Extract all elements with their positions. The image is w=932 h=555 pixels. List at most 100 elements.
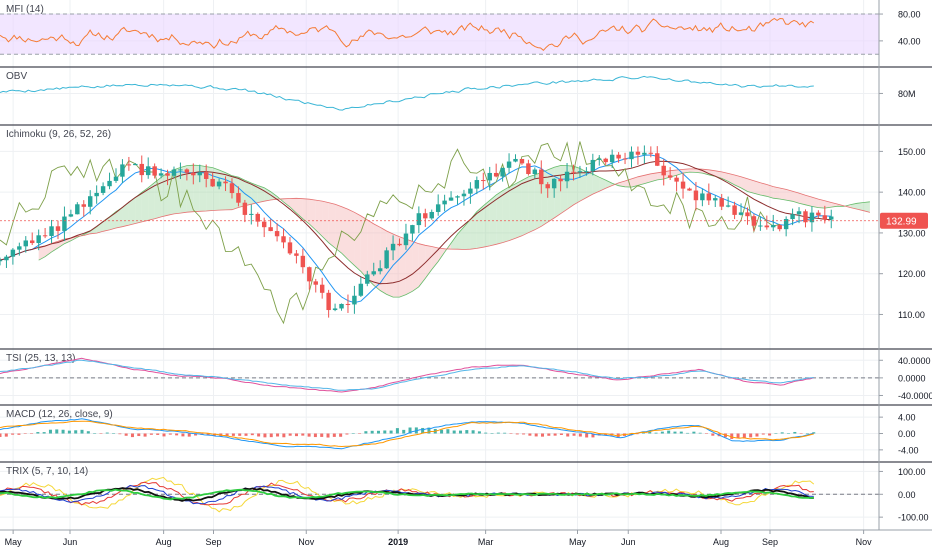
macd-histogram-bar-121 — [761, 433, 765, 435]
x-tick-label-2: Aug — [156, 537, 172, 547]
mfi-panel: 80.00 40.00 MFI (14) — [0, 4, 932, 68]
ichimoku-tick-label-3: 120.00 — [898, 269, 926, 279]
macd-histogram-bar-71 — [446, 429, 450, 434]
candle-body-16 — [100, 186, 106, 193]
candle-body-82 — [526, 163, 531, 175]
ichimoku-chikou — [0, 141, 780, 325]
macd-histogram-bar-56 — [351, 433, 355, 434]
macd-histogram-bar-102 — [641, 432, 645, 434]
candle-body-36 — [229, 183, 235, 194]
candle-body-113 — [725, 205, 731, 207]
macd-title: MACD (12, 26, close, 9) — [6, 409, 113, 420]
ichimoku-cloud-segment-20 — [167, 169, 174, 216]
ichimoku-cloud-segment-24 — [193, 165, 200, 212]
candle-body-28 — [178, 169, 183, 171]
tsi-tick-label-1: 0.0000 — [898, 373, 926, 383]
ichimoku-cloud-segment-127 — [857, 202, 864, 211]
macd-histogram-bar-54 — [339, 433, 343, 437]
candle-body-55 — [352, 295, 357, 305]
macd-histogram-bar-106 — [667, 430, 671, 434]
candle-body-121 — [777, 225, 782, 230]
x-axis: May Jun Aug Sep Nov 2019 Mar May Jun Aug Sep Nov — [0, 529, 932, 547]
ichimoku-cloud-segment-51 — [367, 219, 374, 286]
candle-body-102 — [655, 153, 660, 166]
ichimoku-cloud-segment-18 — [154, 177, 162, 219]
macd-histogram-bar-28 — [175, 433, 179, 436]
macd-histogram-bar-60 — [376, 430, 380, 434]
ichimoku-cloud-segment-40 — [296, 198, 303, 219]
candle-body-106 — [680, 181, 686, 189]
ichimoku-cloud-segment-101 — [689, 168, 696, 173]
candle-body-54 — [345, 303, 351, 305]
macd-histogram-bar-108 — [679, 431, 683, 434]
last-price-badge — [880, 212, 928, 229]
trix-title: TRIX (5, 7, 10, 14) — [6, 466, 88, 477]
candle-body-96 — [616, 154, 621, 159]
ichimoku-cloud-segment-80 — [554, 165, 561, 218]
macd-histogram-bar-118 — [742, 433, 746, 439]
ichimoku-cloud-segment-88 — [605, 180, 613, 189]
macd-histogram-bar-109 — [686, 432, 690, 434]
candle-body-23 — [145, 166, 151, 176]
candle-body-93 — [597, 158, 602, 160]
trix-series-2 — [0, 484, 814, 505]
x-tick-label-1: Jun — [63, 537, 78, 547]
macd-histogram-bar-39 — [244, 433, 248, 436]
ichimoku-cloud-segment-113 — [766, 184, 774, 199]
macd-histogram-bar-67 — [421, 427, 425, 434]
candle-body-19 — [120, 164, 125, 177]
candle-body-68 — [435, 204, 441, 212]
candle-body-8 — [49, 226, 54, 236]
macd-histogram-bar-90 — [566, 433, 570, 437]
candle-body-39 — [249, 213, 254, 215]
obv-line — [0, 75, 814, 111]
ichimoku-cloud-segment-27 — [212, 167, 220, 211]
candle-body-74 — [474, 180, 480, 189]
ichimoku-cloud-segment-23 — [186, 165, 194, 213]
macd-histogram-bar-61 — [383, 430, 387, 434]
ichimoku-cloud-segment-112 — [760, 182, 767, 197]
macd-panel: 4.00 0.00 -4.00 MACD (12, 26, close, 9) — [0, 409, 932, 463]
macd-tick-label-2: -4.00 — [898, 445, 919, 455]
macd-histogram-bar-87 — [547, 433, 551, 436]
macd-histogram-bar-3 — [17, 433, 21, 435]
macd-series-0 — [0, 418, 814, 450]
macd-histogram-bar-53 — [332, 433, 336, 437]
macd-histogram-bar-17 — [105, 432, 109, 434]
macd-histogram-bar-73 — [458, 430, 462, 434]
ichimoku-cloud-segment-32 — [244, 180, 252, 206]
macd-histogram-bar-82 — [515, 433, 519, 435]
candle-body-0 — [0, 260, 3, 262]
ichimoku-cloud-segment-38 — [283, 198, 290, 208]
candle-body-31 — [197, 172, 202, 176]
macd-histogram-bar-49 — [307, 433, 311, 437]
candle-body-123 — [790, 214, 795, 220]
macd-histogram-bar-37 — [231, 433, 235, 436]
macd-histogram-bar-126 — [793, 431, 797, 434]
macd-histogram-bar-77 — [484, 432, 488, 434]
macd-histogram-bar-8 — [48, 429, 52, 434]
candle-body-91 — [584, 171, 589, 173]
candle-body-62 — [397, 243, 402, 246]
macd-histogram-bar-68 — [427, 427, 431, 434]
macd-histogram-bar-63 — [395, 428, 399, 434]
tsi-title: TSI (25, 13, 13) — [6, 353, 75, 364]
macd-histogram-bar-86 — [541, 433, 544, 437]
candle-body-119 — [764, 225, 770, 228]
candle-body-110 — [706, 193, 712, 201]
ichimoku-tick-label-0: 150.00 — [898, 147, 926, 157]
candle-body-21 — [133, 163, 138, 166]
candle-body-128 — [822, 215, 828, 220]
ichimoku-cloud-segment-72 — [502, 186, 510, 243]
candle-body-116 — [745, 212, 750, 217]
macd-histogram-bar-117 — [736, 433, 740, 439]
candle-body-100 — [642, 152, 647, 155]
macd-histogram-bar-24 — [149, 433, 153, 435]
candle-body-88 — [564, 171, 570, 182]
macd-histogram-bar-65 — [408, 427, 412, 434]
candle-body-25 — [158, 173, 164, 176]
ichimoku-cloud-segment-46 — [335, 204, 342, 253]
trix-tick-label-1: 0.00 — [898, 490, 916, 500]
